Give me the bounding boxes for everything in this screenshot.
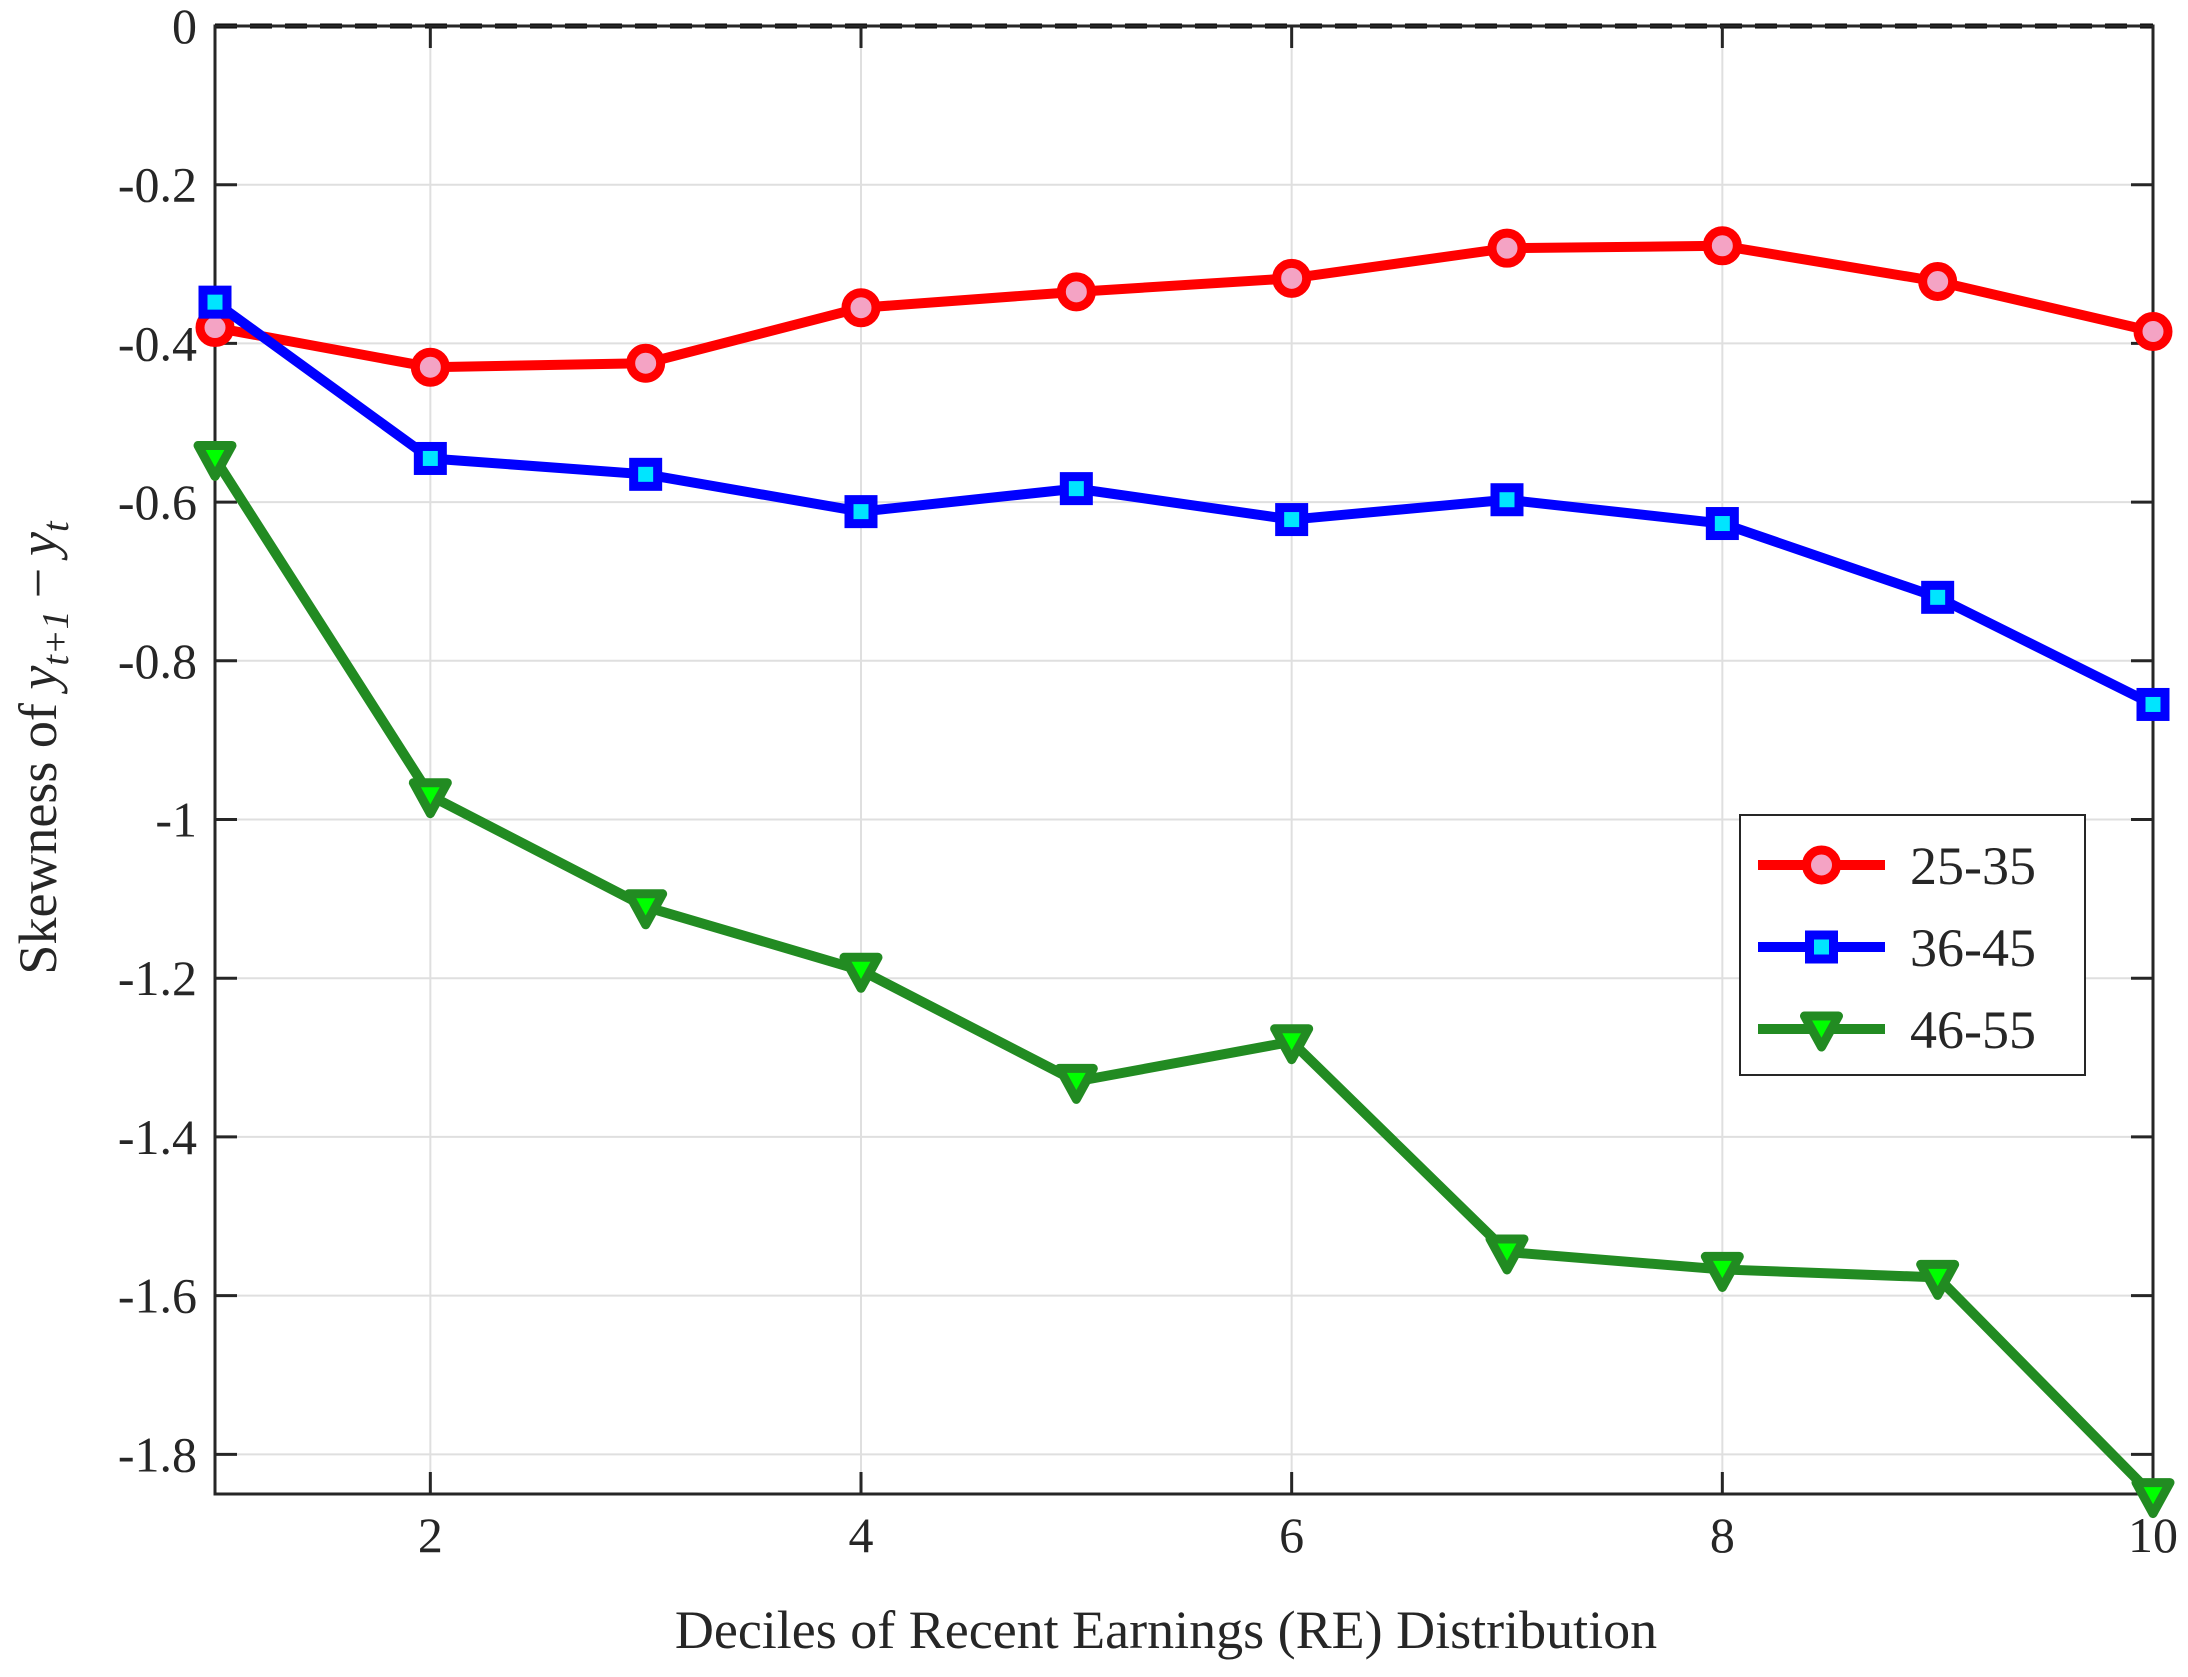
- data-point-46-55: [1700, 1251, 1744, 1292]
- series-36-45: [198, 285, 2170, 721]
- y-tick-label: -0.4: [118, 315, 197, 371]
- data-point-36-45: [413, 441, 447, 475]
- data-point-25-35: [1056, 272, 1096, 312]
- data-point-46-55: [408, 778, 452, 819]
- data-point-46-55: [624, 889, 668, 930]
- y-tick-label: -0.8: [118, 633, 197, 689]
- data-point-25-35: [1272, 258, 1312, 298]
- data-point-25-35: [1918, 262, 1958, 302]
- series-line-25-35: [214, 240, 2155, 373]
- axes: 2 4 6 8 100-0.2-0.4-0.6-0.8-1-1.2-1.4-1.6-1.…: [118, 0, 2178, 1563]
- x-tick-label: 6: [1279, 1507, 1304, 1563]
- y-tick-label: -0.6: [118, 474, 197, 530]
- y-tick-label: -0.2: [118, 157, 197, 213]
- data-point-46-55: [1270, 1024, 1314, 1065]
- x-tick-label: 2: [418, 1507, 443, 1563]
- x-axis-title: Deciles of Recent Earnings (RE) Distribu…: [675, 1600, 1657, 1660]
- legend: 25-35 36-45 46-55: [1739, 814, 2086, 1076]
- series-line-36-45: [212, 298, 2156, 709]
- data-point-36-45: [1921, 580, 1955, 614]
- legend-marker-25-35: [1802, 845, 1841, 885]
- series-46-55: [193, 440, 2175, 1519]
- y-tick-label: -1.2: [118, 950, 197, 1006]
- y-tick-label: -1: [155, 792, 197, 848]
- series: [193, 226, 2175, 1519]
- series-line-46-55: [210, 455, 2157, 1500]
- data-point-46-55: [1485, 1234, 1529, 1275]
- legend-label-25-35: 25-35: [1910, 836, 2036, 896]
- data-point-46-55: [1916, 1259, 1960, 1300]
- legend-marker-36-45: [1805, 930, 1838, 964]
- data-point-25-35: [1702, 226, 1742, 266]
- y-tick-label: -1.4: [118, 1109, 197, 1165]
- data-point-46-55: [2131, 1478, 2175, 1519]
- y-axis-title-y: y: [8, 666, 68, 695]
- legend-label-36-45: 36-45: [1910, 918, 2036, 978]
- x-tick-label: 4: [849, 1507, 874, 1563]
- y-axis-title-prefix: Skewness of: [8, 690, 68, 975]
- data-point-46-55: [1054, 1063, 1098, 1104]
- data-point-36-45: [1275, 503, 1309, 537]
- data-point-36-45: [198, 285, 232, 319]
- plot-frame: [213, 24, 2155, 1496]
- legend-label-46-55: 46-55: [1910, 1000, 2036, 1060]
- data-point-25-35: [410, 347, 450, 387]
- series-25-35: [195, 226, 2173, 387]
- y-axis-title-y2: y: [8, 532, 68, 561]
- data-point-36-45: [1490, 483, 1524, 517]
- data-point-25-35: [841, 288, 881, 328]
- y-axis-title-sub2: t: [35, 520, 77, 532]
- data-point-36-45: [629, 457, 663, 491]
- data-point-46-55: [839, 952, 883, 993]
- y-tick-label: -1.6: [118, 1268, 197, 1324]
- data-point-36-45: [844, 495, 878, 529]
- data-point-46-55: [193, 440, 237, 481]
- data-point-36-45: [1705, 507, 1739, 541]
- y-axis-title-sub1: t+1: [35, 610, 77, 665]
- data-point-36-45: [2136, 687, 2170, 721]
- y-tick-label: -1.8: [118, 1426, 197, 1482]
- y-axis-title-minus: −: [8, 568, 68, 598]
- y-axis-title: Skewness of yt+1−yt: [8, 520, 77, 975]
- y-tick-label: 0: [172, 0, 197, 54]
- data-point-25-35: [1487, 228, 1527, 268]
- data-point-36-45: [1059, 472, 1093, 506]
- data-point-25-35: [2133, 312, 2173, 352]
- legend-marker-46-55: [1800, 1011, 1843, 1052]
- data-point-25-35: [626, 343, 666, 383]
- x-tick-label: 8: [1710, 1507, 1735, 1563]
